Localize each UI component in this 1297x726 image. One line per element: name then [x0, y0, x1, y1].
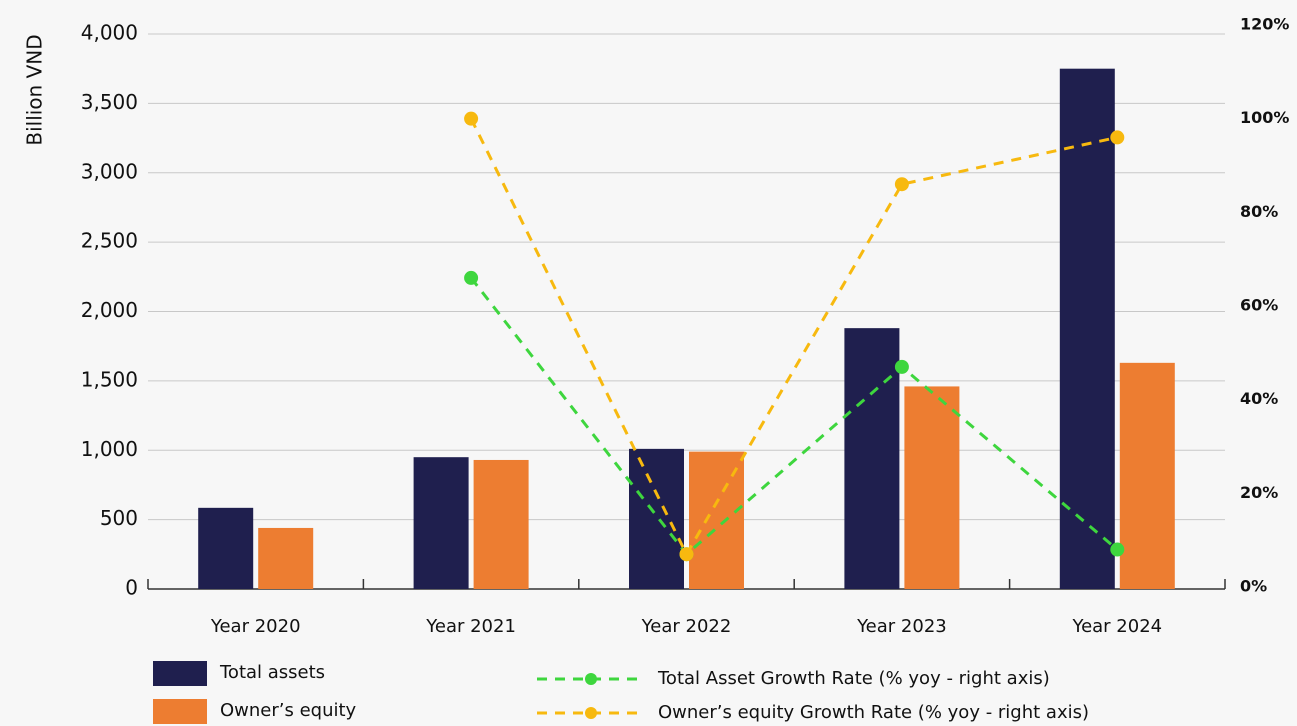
y-tick-label: 0	[125, 576, 138, 600]
bar	[1059, 68, 1115, 589]
bar	[198, 507, 254, 589]
bar	[844, 328, 900, 589]
line-marker	[1110, 542, 1125, 557]
x-tick-label: Year 2020	[210, 616, 301, 637]
line-marker	[464, 111, 479, 126]
y2-tick-label: 0%	[1240, 577, 1267, 596]
bar	[1119, 362, 1175, 589]
y-tick-label: 2,500	[81, 229, 138, 253]
legend-label: Total Asset Growth Rate (% yoy - right a…	[657, 668, 1050, 689]
bar	[413, 457, 469, 589]
y-tick-label: 1,500	[81, 367, 138, 391]
legend-swatch	[153, 661, 207, 686]
bar	[629, 448, 684, 589]
bar	[258, 527, 314, 589]
legend-swatch	[153, 699, 207, 724]
legend-label: Owner’s equity Growth Rate (% yoy - righ…	[658, 702, 1089, 723]
line-marker	[464, 270, 479, 285]
y-tick-label: 2,000	[81, 298, 138, 322]
line	[469, 276, 1119, 557]
y-tick-label: 3,500	[81, 90, 138, 114]
line-marker	[679, 547, 694, 562]
y-axis-label: Billion VND	[23, 34, 47, 145]
line	[469, 118, 1118, 558]
legend-label: Total assets	[219, 662, 325, 683]
x-tick-label: Year 2023	[856, 616, 947, 637]
x-tick-label: Year 2022	[641, 616, 732, 637]
bar	[473, 459, 529, 589]
y-tick-label: 3,000	[81, 159, 138, 183]
line-marker	[1110, 130, 1125, 145]
y2-tick-label: 80%	[1240, 202, 1278, 221]
line-marker	[894, 359, 909, 374]
y2-tick-label: 40%	[1240, 389, 1278, 408]
y2-tick-label: 100%	[1240, 108, 1289, 127]
legend-marker	[585, 673, 597, 685]
y2-tick-label: 20%	[1240, 483, 1278, 502]
x-tick-label: Year 2024	[1071, 616, 1162, 637]
bar	[689, 451, 744, 589]
y2-tick-label: 120%	[1240, 15, 1289, 34]
bar	[904, 386, 960, 589]
y-tick-label: 1,000	[81, 437, 138, 461]
y2-tick-label: 60%	[1240, 296, 1278, 315]
y-tick-label: 500	[100, 506, 138, 530]
legend-label: Owner’s equity	[220, 700, 357, 721]
y-tick-label: 4,000	[81, 21, 138, 45]
line-marker	[894, 177, 909, 192]
legend-marker	[585, 707, 597, 719]
x-tick-label: Year 2021	[425, 616, 516, 637]
